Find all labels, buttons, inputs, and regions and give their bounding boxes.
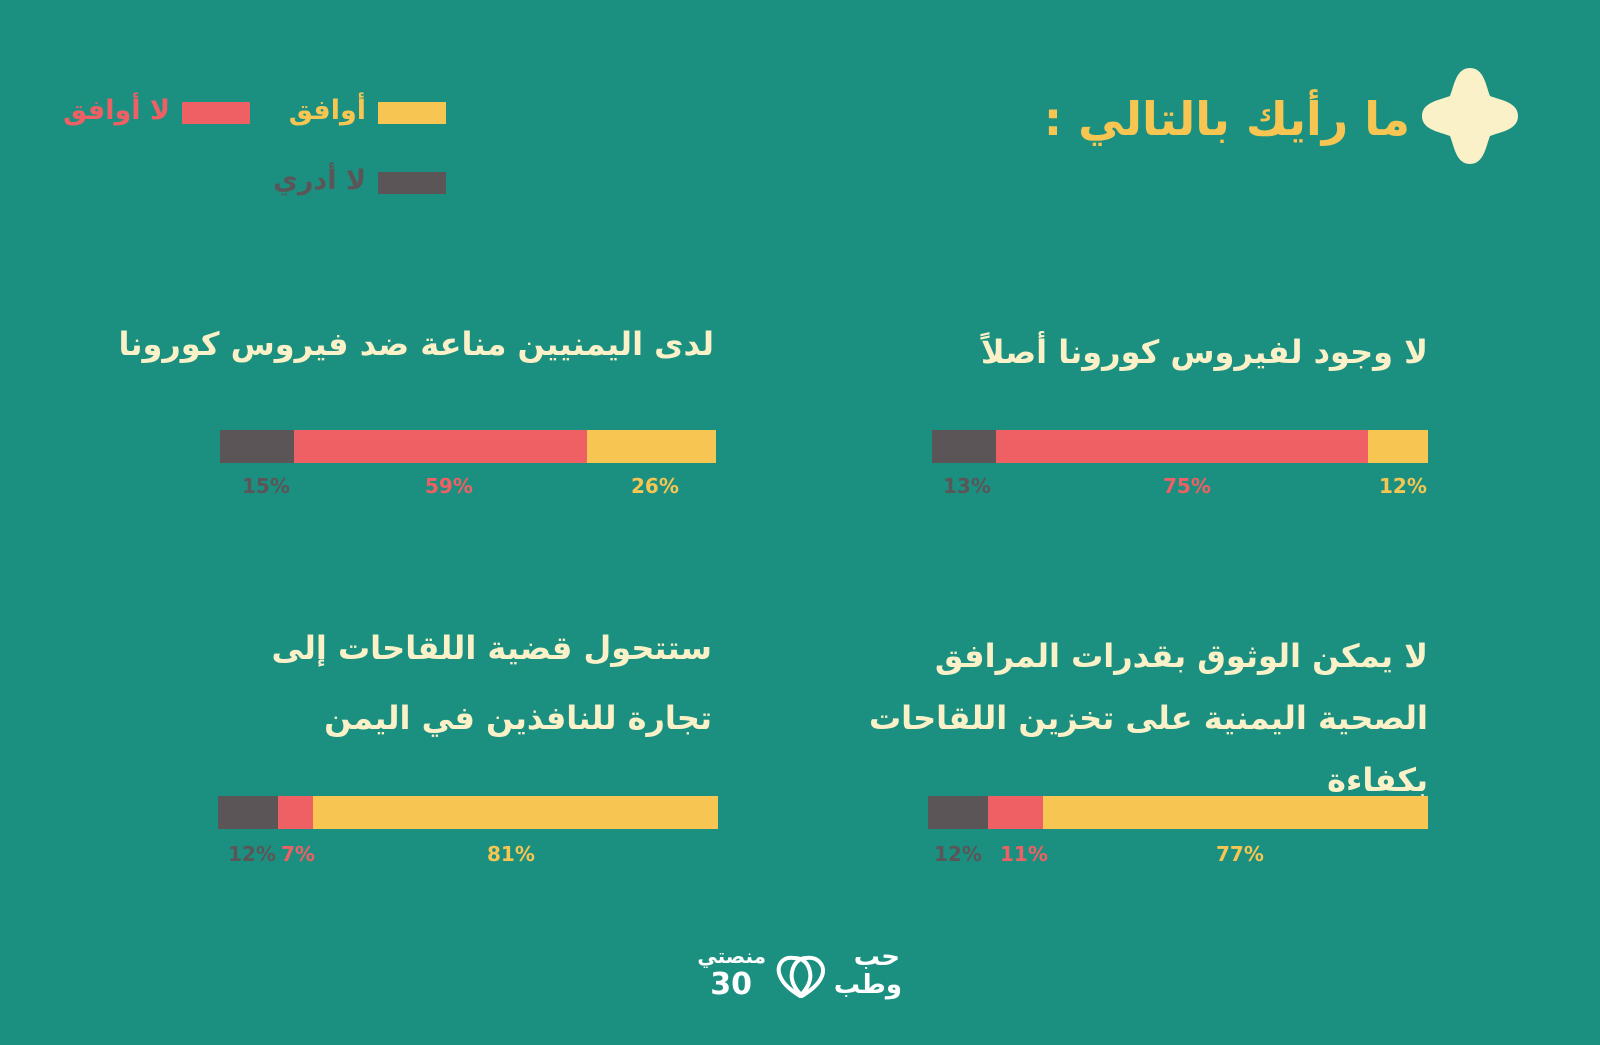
logo-line1-text: حب — [853, 942, 900, 972]
bar-segment-unknown — [218, 796, 278, 829]
legend-swatch-disagree — [182, 102, 250, 124]
data-label-agree: 26% — [631, 474, 679, 498]
bar-segment-disagree — [278, 796, 313, 829]
chart-title: لدى اليمنيين مناعة ضد فيروس كورونا — [118, 325, 714, 363]
logo-number-text: 30 — [710, 967, 752, 1002]
chart-title: ستتحول قضية اللقاحات إلى تجارة للنافذين … — [271, 629, 712, 737]
bar-segment-unknown — [932, 430, 997, 463]
data-label-disagree: 7% — [281, 842, 315, 866]
stacked-bar — [932, 430, 1428, 463]
data-label-unknown: 12% — [934, 842, 982, 866]
data-label-disagree: 59% — [425, 474, 473, 498]
data-label-disagree: 11% — [1000, 842, 1048, 866]
bar-segment-disagree — [294, 430, 588, 463]
legend-swatch-unknown — [378, 172, 446, 194]
legend-swatch-agree — [378, 102, 446, 124]
chart-title: لا وجود لفيروس كورونا أصلاً — [980, 333, 1428, 371]
data-label-disagree: 75% — [1163, 474, 1211, 498]
stacked-bar — [220, 430, 716, 463]
bar-segment-unknown — [928, 796, 988, 829]
legend-label-disagree: لا أوافق — [63, 95, 170, 126]
data-label-unknown: 12% — [228, 842, 276, 866]
flower-icon — [1422, 68, 1518, 164]
stacked-bar — [928, 796, 1428, 829]
heart-rings-icon — [776, 955, 825, 998]
chart-title: لا يمكن الوثوق بقدرات المرافق الصحية الي… — [868, 637, 1428, 799]
data-label-unknown: 13% — [943, 474, 991, 498]
bar-segment-agree — [313, 796, 718, 829]
bar-segment-unknown — [220, 430, 295, 463]
logo-brand-text: منصتي — [697, 944, 766, 968]
footer-logo: منصتي 30 حب وطب — [694, 944, 906, 1006]
bar-segment-disagree — [988, 796, 1043, 829]
data-label-agree: 77% — [1216, 842, 1264, 866]
bar-segment-agree — [1043, 796, 1428, 829]
legend-label-unknown: لا أدري — [273, 165, 366, 196]
logo-line2-text: وطب — [833, 970, 902, 1000]
page-title: ما رأيك بالتالي : — [1043, 92, 1410, 146]
bar-segment-agree — [587, 430, 716, 463]
legend-label-agree: أوافق — [288, 95, 366, 126]
bar-segment-disagree — [996, 430, 1369, 463]
bar-segment-agree — [1368, 430, 1428, 463]
data-label-agree: 12% — [1379, 474, 1427, 498]
data-label-agree: 81% — [487, 842, 535, 866]
stacked-bar — [218, 796, 718, 829]
data-label-unknown: 15% — [242, 474, 290, 498]
